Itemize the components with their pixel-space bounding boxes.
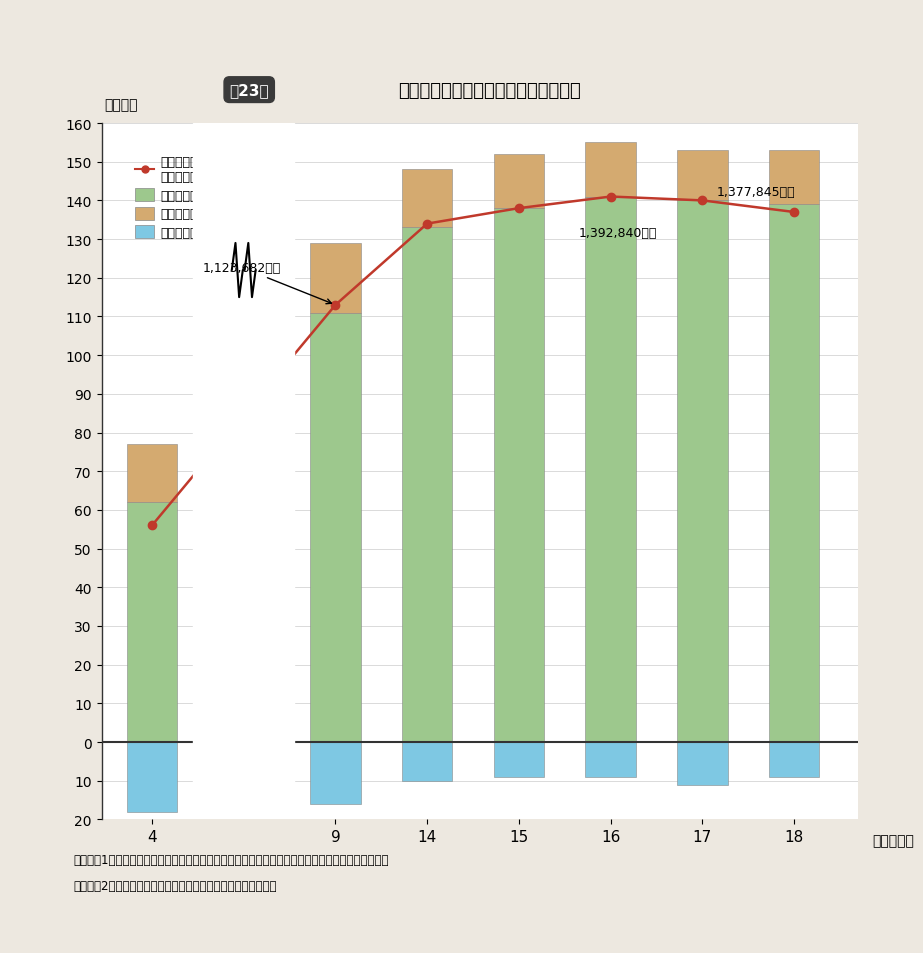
Bar bbox=[585, 197, 636, 742]
Bar bbox=[677, 151, 727, 201]
Bar bbox=[494, 742, 545, 777]
Bar bbox=[310, 314, 361, 742]
Bar bbox=[402, 742, 452, 781]
Bar bbox=[126, 742, 177, 812]
Bar bbox=[193, 124, 294, 820]
Text: 1,123,682億円: 1,123,682億円 bbox=[202, 262, 331, 304]
Text: 第23図: 第23図 bbox=[230, 83, 269, 98]
Text: 1,392,840億円: 1,392,840億円 bbox=[579, 226, 657, 239]
Bar bbox=[585, 742, 636, 777]
Legend: 地方債現在高＋債務負担行為額
－積立金現在高, 地方債現在高, 債務負担行為額, 積立金現在高: 地方債現在高＋債務負担行為額 －積立金現在高, 地方債現在高, 債務負担行為額,… bbox=[130, 151, 270, 245]
Text: （兆円）: （兆円） bbox=[104, 98, 138, 112]
Bar bbox=[769, 742, 820, 777]
Text: （年度末）: （年度末） bbox=[872, 833, 914, 847]
Bar bbox=[585, 143, 636, 197]
Bar bbox=[310, 742, 361, 804]
Bar bbox=[494, 209, 545, 742]
Bar bbox=[402, 229, 452, 742]
Text: （注）　1　地方債現在高は、特定資金公共事業債及び特定資金公共投資事業債を除いた額である。: （注） 1 地方債現在高は、特定資金公共事業債及び特定資金公共投資事業債を除いた… bbox=[74, 853, 390, 866]
Bar bbox=[494, 154, 545, 209]
Bar bbox=[677, 742, 727, 785]
Bar bbox=[126, 445, 177, 502]
Bar bbox=[126, 502, 177, 742]
Bar bbox=[769, 205, 820, 742]
Bar bbox=[677, 201, 727, 742]
Text: 将来にわたる実質的な財政負担の推移: 将来にわたる実質的な財政負担の推移 bbox=[398, 82, 581, 99]
Bar bbox=[402, 171, 452, 229]
Text: 1,377,845億円: 1,377,845億円 bbox=[716, 186, 795, 199]
Bar bbox=[769, 151, 820, 205]
Text: 2　債務負担行為額は、翌年度以降支出予定額である。: 2 債務負担行為額は、翌年度以降支出予定額である。 bbox=[74, 879, 277, 892]
Bar bbox=[310, 244, 361, 314]
